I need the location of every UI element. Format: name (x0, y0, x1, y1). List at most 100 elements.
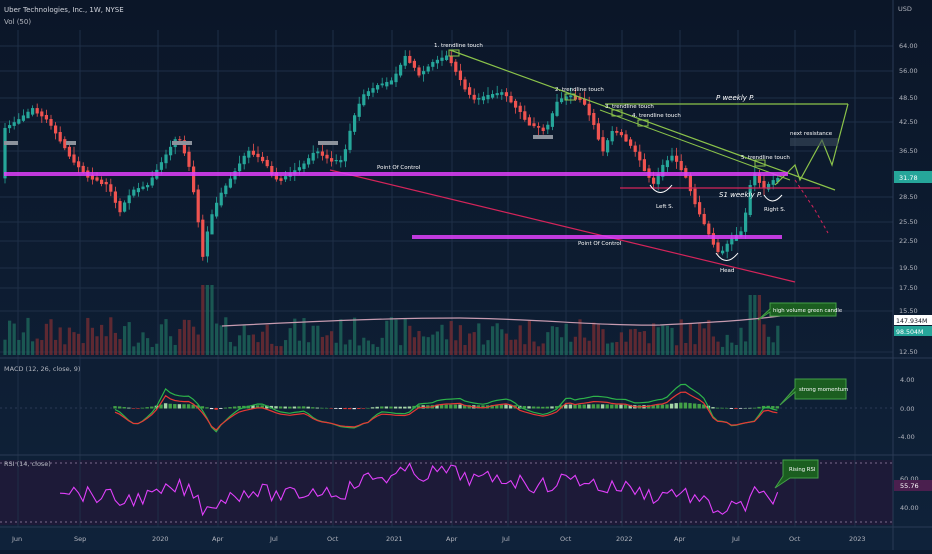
macd-histogram-bar (361, 408, 366, 409)
volume-bar (495, 323, 499, 355)
candle-body (555, 101, 559, 116)
time-tick: Jun (11, 535, 22, 543)
volume-bar (233, 346, 237, 355)
macd-histogram-bar (113, 406, 117, 409)
volume-bar (771, 342, 775, 355)
price-tick: 56.00 (899, 67, 918, 75)
rsi-value-badge (894, 480, 932, 491)
callout-high-volume-text: high volume green candle (773, 308, 842, 314)
volume-bar (583, 337, 587, 355)
volume-bar (753, 295, 757, 355)
candle-body (435, 59, 439, 64)
macd-histogram-bar (311, 407, 315, 409)
macd-histogram-bar (131, 408, 136, 409)
volume-badge-a-text: 147.934M (896, 318, 927, 325)
candle-body (730, 238, 734, 245)
callout-rising-rsi (774, 459, 819, 489)
candle-body (357, 103, 361, 117)
volume-bar (642, 331, 646, 355)
macd-histogram-bar (748, 407, 752, 409)
macd-histogram-bar (752, 407, 757, 409)
candle-body (247, 150, 251, 158)
volume-bar (449, 321, 453, 355)
volume-bar (293, 318, 297, 355)
macd-histogram-bar (771, 406, 775, 409)
candle-body (44, 115, 48, 120)
time-tick: 2021 (386, 535, 403, 543)
macd-histogram-bar (761, 405, 766, 409)
candle-body (449, 55, 453, 64)
macd-histogram-bar (688, 403, 692, 409)
price-tick: 12.50 (899, 348, 918, 356)
volume-bar (399, 345, 403, 355)
volume-bar (431, 334, 435, 355)
currency-label: USD (898, 5, 912, 13)
candle-body (118, 201, 122, 213)
candle-body (445, 55, 449, 61)
volume-bar (353, 317, 357, 355)
candle-body (366, 91, 370, 96)
candle-body (284, 176, 288, 180)
volume-bar (477, 323, 481, 355)
volume-bar (366, 340, 370, 355)
candle-body (601, 137, 605, 152)
volume-bar (155, 343, 159, 355)
candle-body (279, 178, 283, 181)
macd-histogram-bar (260, 405, 264, 409)
candle-body (431, 61, 435, 67)
time-axis[interactable]: Jun Sep 2020 Apr Jul Oct 2021 Apr Jul Oct 2022 Apr J… (11, 535, 866, 543)
macd-histogram-bar (734, 408, 738, 409)
price-tick: 19.50 (899, 264, 918, 272)
volume-bar (481, 344, 485, 355)
callout-strong-momentum-text: strong momentum (799, 387, 848, 393)
volume-bar (123, 326, 127, 355)
macd-histogram-bar (610, 404, 614, 409)
candle-body (90, 175, 94, 180)
candle-body (661, 164, 665, 177)
touch-box (611, 109, 623, 117)
macd-histogram-bar (554, 406, 559, 409)
time-tick: Oct (327, 535, 339, 543)
candle-body (219, 192, 223, 206)
level-marker (172, 141, 192, 145)
macd-histogram-bar (729, 408, 734, 409)
volume-bar (541, 343, 545, 355)
volume-bar (486, 340, 490, 355)
volume-bar (385, 320, 389, 355)
macd-histogram-bar (255, 405, 260, 409)
candle-body (334, 160, 338, 162)
volume-bar (113, 332, 117, 355)
volume-bar (762, 324, 766, 355)
volume-bar (279, 346, 283, 355)
candle-body (178, 139, 182, 141)
volume-bar (734, 344, 738, 355)
volume-bar (205, 285, 209, 355)
time-tick: 2023 (849, 535, 866, 543)
time-tick: Jul (269, 535, 278, 543)
volume-bar (325, 335, 329, 355)
macd-histogram-bar (407, 406, 412, 409)
candle-body (210, 214, 214, 235)
next-resistance-zone (790, 138, 838, 146)
macd-histogram-bar (182, 404, 186, 409)
volume-bar (426, 337, 430, 355)
candle-body (757, 173, 761, 183)
volume-bar (330, 331, 334, 355)
macd-histogram-bar (614, 404, 619, 409)
price-axis[interactable]: 64.00 56.00 48.50 42.50 36.50 28.50 25.50 22.50… (899, 42, 918, 356)
macd-histogram-bar (545, 406, 550, 409)
rsi-tick-1: 60.00 (900, 475, 919, 483)
volume-bar (224, 317, 228, 355)
volume-bar (661, 325, 665, 355)
macd-histogram-bar (168, 403, 172, 409)
volume-bar (307, 342, 311, 355)
candle-body (776, 178, 780, 183)
symbol-title: Uber Technologies, Inc., 1W, NYSE (4, 6, 124, 14)
volume-bar (454, 340, 458, 355)
volume-bar (555, 327, 559, 355)
volume-bar (417, 331, 421, 355)
volume-bar (445, 339, 449, 355)
volume-bar (757, 295, 761, 355)
